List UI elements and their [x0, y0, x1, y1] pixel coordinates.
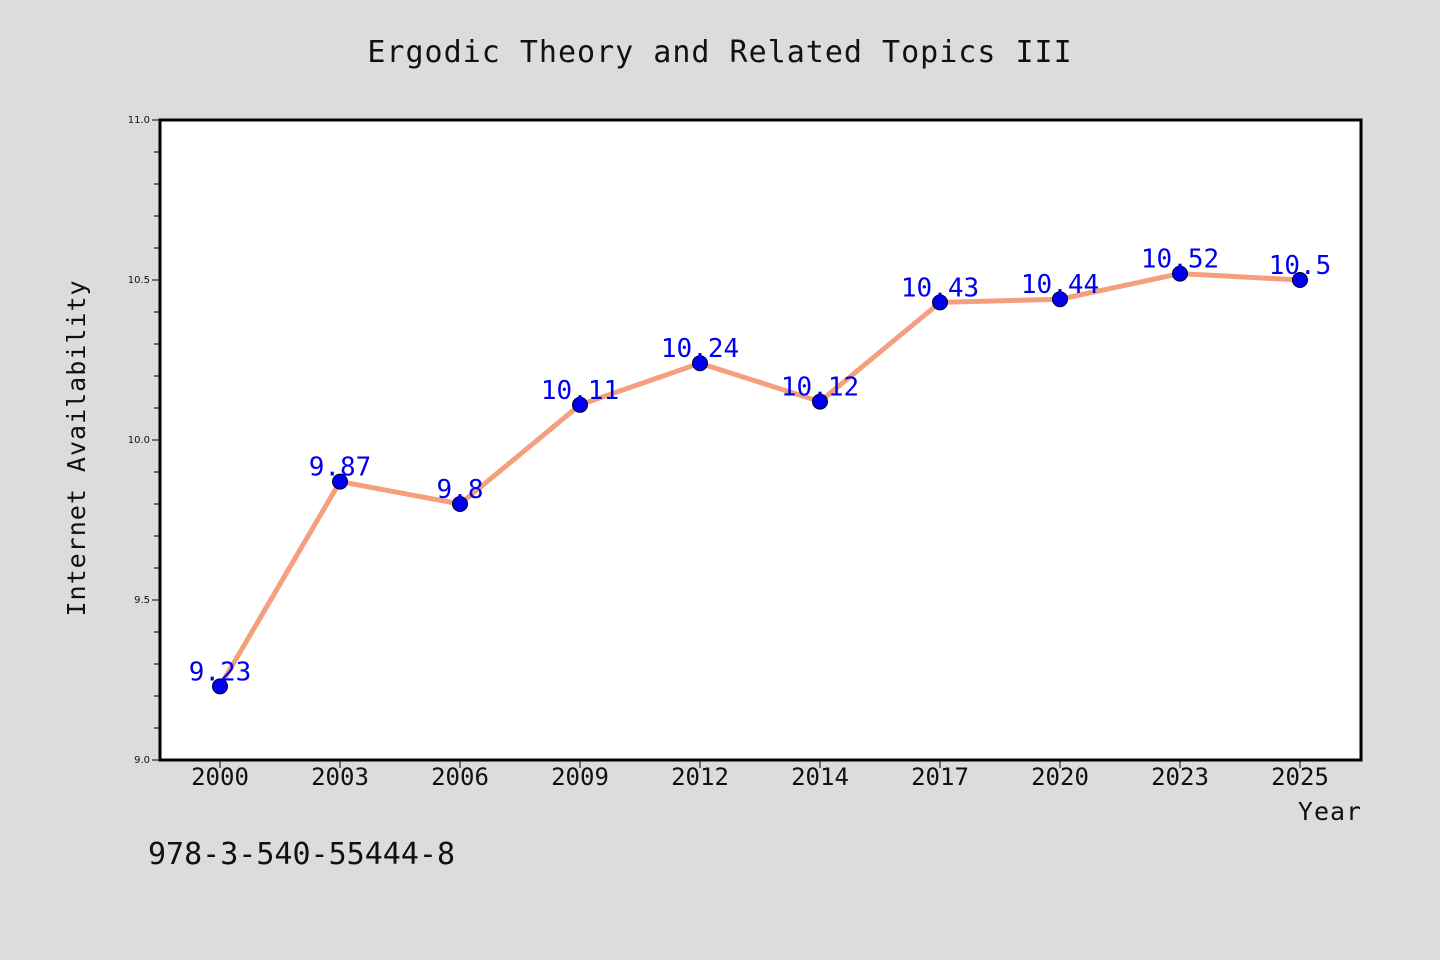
y-tick-label: 11.0 — [128, 115, 150, 126]
x-tick-label: 2003 — [311, 763, 369, 791]
data-point — [452, 496, 468, 512]
data-point — [812, 393, 828, 410]
data-point — [572, 396, 588, 413]
data-label: 10.12 — [781, 373, 859, 403]
data-labels: 9.23 9.87 9.8 10.11 10.24 10.12 10.43 10.44 10.5… — [189, 245, 1332, 688]
data-label: 10.5 — [1269, 251, 1332, 281]
data-point — [332, 473, 348, 490]
x-tick-label: 2017 — [911, 763, 969, 791]
data-label: 9.23 — [189, 657, 252, 687]
plot-area — [160, 120, 1361, 760]
data-point — [1052, 291, 1068, 308]
data-point — [1172, 265, 1188, 282]
chart-title: Ergodic Theory and Related Topics III — [367, 35, 1072, 70]
data-label: 10.52 — [1141, 245, 1219, 275]
x-tick-label: 2000 — [191, 763, 249, 791]
x-axis-ticks: 2000 2003 2006 2009 2012 2014 2017 2020 2023 2025 — [191, 760, 1329, 791]
x-tick-label: 2009 — [551, 763, 609, 791]
plot-frame — [158, 118, 1363, 762]
x-tick-label: 2012 — [671, 763, 729, 791]
data-point — [1292, 272, 1308, 288]
data-label: 10.44 — [1021, 270, 1099, 300]
y-tick-label: 9.5 — [134, 595, 150, 606]
y-axis-title: Internet Availability — [62, 279, 91, 616]
data-point — [692, 355, 708, 372]
x-tick-label: 2023 — [1151, 763, 1209, 791]
isbn-footer: 978-3-540-55444-8 — [148, 837, 455, 872]
data-label: 9.87 — [309, 453, 372, 483]
data-point — [932, 294, 948, 311]
data-point — [212, 678, 228, 695]
x-tick-label: 2006 — [431, 763, 489, 791]
data-label: 10.43 — [901, 273, 979, 303]
series-line — [217, 271, 1303, 689]
data-label: 9.8 — [437, 475, 484, 505]
x-axis-title: Year — [1298, 797, 1362, 826]
data-markers — [212, 265, 1308, 695]
y-tick-label: 10.0 — [128, 435, 150, 446]
y-tick-label: 10.5 — [128, 275, 150, 286]
data-label: 10.24 — [661, 334, 739, 364]
x-tick-label: 2025 — [1271, 763, 1329, 791]
x-tick-label: 2020 — [1031, 763, 1089, 791]
y-tick-label: 9.0 — [134, 755, 150, 766]
data-label: 10.11 — [541, 376, 619, 406]
x-tick-label: 2014 — [791, 763, 849, 791]
